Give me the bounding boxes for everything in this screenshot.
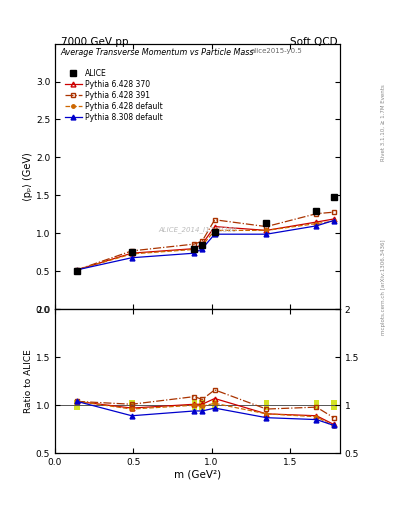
Text: mcplots.cern.ch [arXiv:1306.3436]: mcplots.cern.ch [arXiv:1306.3436] <box>381 239 386 334</box>
Y-axis label: ⟨pₚ⟩ (GeV): ⟨pₚ⟩ (GeV) <box>23 152 33 201</box>
Text: ALICE_2014_I1300380: ALICE_2014_I1300380 <box>158 226 237 233</box>
Text: Average Transverse Momentum vs Particle Mass: Average Transverse Momentum vs Particle … <box>61 48 254 56</box>
Y-axis label: Ratio to ALICE: Ratio to ALICE <box>24 349 33 413</box>
Text: 7000 GeV pp: 7000 GeV pp <box>61 37 129 47</box>
Text: alice2015-y0.5: alice2015-y0.5 <box>250 48 302 54</box>
Legend: ALICE, Pythia 6.428 370, Pythia 6.428 391, Pythia 6.428 default, Pythia 8.308 de: ALICE, Pythia 6.428 370, Pythia 6.428 39… <box>62 66 165 125</box>
Text: Rivet 3.1.10, ≥ 1.7M Events: Rivet 3.1.10, ≥ 1.7M Events <box>381 84 386 161</box>
X-axis label: m (GeV²): m (GeV²) <box>174 470 221 480</box>
Text: Soft QCD: Soft QCD <box>290 37 337 47</box>
